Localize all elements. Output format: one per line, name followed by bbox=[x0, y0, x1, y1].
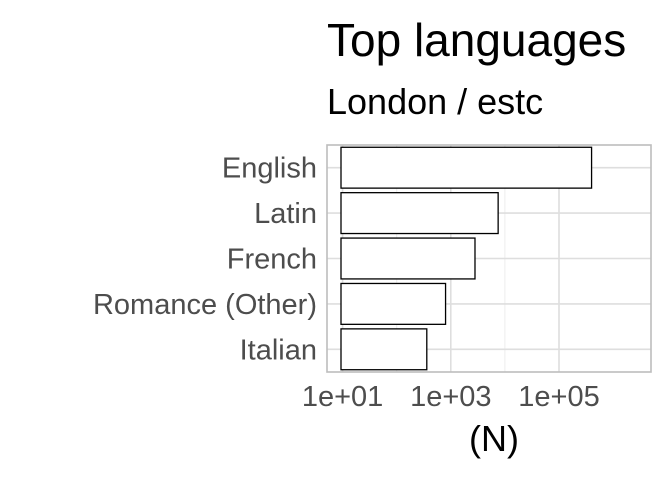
chart-subtitle: London / estc bbox=[327, 81, 543, 122]
category-label: Latin bbox=[254, 198, 317, 230]
x-tick-labels: 1e+01 1e+03 1e+05 bbox=[302, 381, 600, 413]
x-tick-label: 1e+01 bbox=[302, 381, 383, 413]
bar-latin bbox=[340, 192, 499, 235]
bars bbox=[340, 146, 593, 371]
category-label: English bbox=[222, 153, 317, 185]
bar-english bbox=[340, 146, 593, 189]
x-axis-title: (N) bbox=[469, 418, 519, 459]
category-labels: English Latin French Romance (Other) Italian bbox=[93, 153, 317, 367]
category-label: Romance (Other) bbox=[93, 289, 317, 321]
bar-romance-other bbox=[340, 282, 447, 325]
plot-panel bbox=[326, 144, 652, 373]
bar-italian bbox=[340, 328, 428, 371]
bar-french bbox=[340, 237, 476, 280]
category-label: Italian bbox=[240, 334, 317, 366]
x-tick-label: 1e+03 bbox=[410, 381, 491, 413]
chart-title: Top languages bbox=[327, 14, 626, 66]
x-tick-label: 1e+05 bbox=[518, 381, 599, 413]
category-label: French bbox=[227, 244, 317, 276]
